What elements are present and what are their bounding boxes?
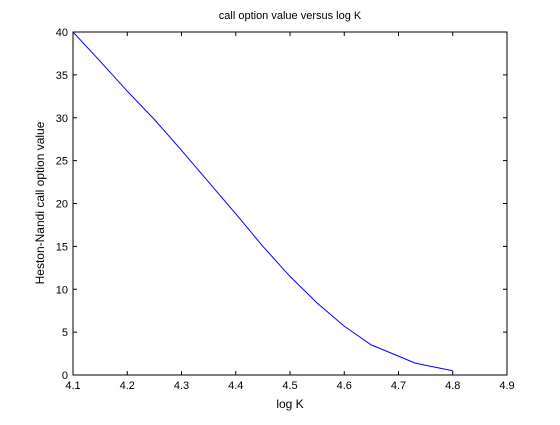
y-tick-label: 20 — [56, 199, 68, 211]
plot-area — [72, 31, 508, 376]
y-tick-label: 25 — [56, 156, 68, 168]
chart-title: call option value versus log K — [219, 10, 362, 22]
series-line — [72, 31, 453, 372]
y-axis-label: Heston-Nandi call option value — [33, 121, 47, 284]
x-tick-label: 4.5 — [282, 380, 297, 392]
series-layer — [72, 31, 453, 372]
x-axis-ticks: 4.1 4.2 4.3 4.4 4.5 4.6 4.7 4.8 4.9 — [65, 32, 515, 392]
y-tick-label: 35 — [56, 70, 68, 82]
x-tick-label: 4.7 — [391, 380, 406, 392]
y-axis-ticks: 0 5 10 15 20 25 30 35 40 — [56, 27, 507, 382]
y-tick-label: 10 — [56, 284, 68, 296]
y-tick-label: 40 — [56, 27, 68, 39]
x-tick-label: 4.3 — [174, 380, 189, 392]
x-tick-label: 4.8 — [445, 380, 460, 392]
x-tick-label: 4.1 — [65, 380, 80, 392]
y-tick-label: 30 — [56, 113, 68, 125]
x-tick-label: 4.2 — [120, 380, 135, 392]
x-axis-label: log K — [276, 397, 303, 411]
y-tick-label: 15 — [56, 241, 68, 253]
x-tick-label: 4.9 — [499, 380, 514, 392]
y-tick-label: 5 — [62, 327, 68, 339]
x-tick-label: 4.4 — [228, 380, 243, 392]
y-tick-label: 0 — [62, 370, 68, 382]
x-tick-label: 4.6 — [337, 380, 352, 392]
